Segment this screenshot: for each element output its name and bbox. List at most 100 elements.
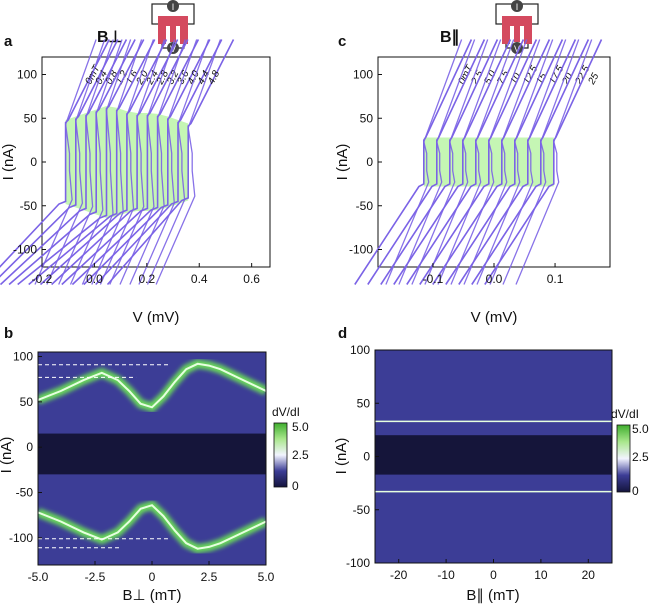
panel-a-xlabel: V (mV) [133, 309, 180, 326]
panel-b-heatmap: B⊥ (mT) I (nA) dV/dI 5.0 2.5 0 -5.0 -2.5 0… [0, 350, 309, 604]
panel-b-ytick-label: -50 [16, 485, 34, 499]
panel-a-iv-retrap-11 [146, 39, 210, 285]
panel-d-xtick-label: -10 [437, 568, 455, 582]
panel-a-iv-retrap-0 [34, 39, 97, 285]
panel-a-xtick-label: 0.2 [138, 272, 155, 286]
panel-c-iv-retrap-7 [476, 39, 554, 285]
panel-d-xtick-label: 20 [582, 568, 596, 582]
panel-c-xtick-label: 0.1 [547, 272, 564, 286]
panel-b-switching-line-0 [38, 362, 266, 409]
panel-d-colorbar-tick-min: 0 [632, 484, 639, 498]
panel-c-iv-retrap-8 [489, 39, 567, 285]
panel-c-iv-curve-5 [419, 39, 538, 285]
panel-a-iv-retrap-7 [109, 39, 166, 285]
panel-c-label: c [338, 33, 346, 50]
panel-a-iv-retrap-6 [99, 39, 155, 285]
panel-a-iv-retrap-4 [81, 39, 132, 285]
panel-c-ytick-label: 50 [360, 111, 374, 125]
panel-a-iv-curve-0 [0, 39, 110, 268]
panel-b-switching-line-1 [38, 504, 266, 550]
panel-a-iv-curve-11 [95, 39, 223, 286]
panel-d-ylabel: I (nA) [333, 438, 350, 475]
panel-c-iv-curve-2 [380, 39, 499, 285]
panel-b-ylabel: I (nA) [0, 437, 15, 474]
panel-c-iv-curve-6 [432, 39, 551, 285]
panel-a-iv-retrap-3 [69, 39, 123, 285]
panel-b-colorbar-label: dV/dI [272, 405, 300, 419]
panel-a-ytick-label: -50 [20, 199, 38, 213]
panel-b-xlabel: B⊥ (mT) [123, 587, 182, 604]
panel-b-colorbar-tick-max: 5.0 [292, 420, 309, 434]
panel-c-ytick-label: 0 [366, 155, 373, 169]
panel-a-ytick-label: 0 [30, 155, 37, 169]
panel-d-heatmap: B∥ (mT) I (nA) dV/dI 5.0 2.5 0 -20 -10 0 10… [333, 343, 649, 604]
panel-a-title: B⊥ [97, 29, 123, 46]
panel-c-iv-retrap-10 [515, 39, 593, 285]
panel-c-iv-curve-3 [393, 39, 512, 285]
svg-text:I: I [516, 2, 519, 12]
panel-a-iv-curve-4 [17, 39, 145, 286]
panel-a-iv-curve-12 [106, 39, 235, 286]
panel-c-iv-retrap-9 [502, 39, 580, 285]
panel-b-colorbar-tick-mid: 2.5 [292, 448, 309, 462]
panel-a-xtick-label: 0.6 [243, 272, 260, 286]
panel-c-series-label-10: 25 [586, 71, 602, 87]
panel-d-ytick-label: -50 [353, 503, 371, 517]
panel-c-iv-retrap-2 [411, 39, 489, 285]
panel-b-ytick-label: 0 [26, 440, 33, 454]
panel-a-iv-curve-5 [28, 39, 156, 286]
panel-c-iv-curve-7 [445, 39, 564, 285]
panel-a-iv-curve-7 [51, 39, 179, 286]
panel-c-title: B∥ [440, 29, 460, 46]
panel-b-ytick-label: -100 [9, 531, 33, 545]
panel-d-xtick-label: 0 [490, 568, 497, 582]
panel-c-iv-curve-8 [458, 39, 577, 285]
panel-d-colorbar [616, 424, 631, 493]
panel-d-zero-resistance-band [375, 435, 612, 475]
panel-d-label: d [338, 325, 347, 342]
panel-d-ytick-label: 50 [357, 396, 371, 410]
panel-c-iv-retrap-4 [437, 39, 515, 285]
panel-c-iv-curve-10 [484, 39, 603, 285]
panel-c-iv-retrap-0 [385, 39, 463, 285]
panel-c-xtick-label: 0.0 [486, 272, 503, 286]
panel-c-ylabel: I (nA) [334, 144, 351, 181]
panel-b-ytick-label: 100 [13, 350, 33, 364]
panel-b-xtick-label: 0 [149, 570, 156, 584]
panel-d-ytick-label: -100 [346, 556, 370, 570]
panel-d-ytick-label: 0 [363, 450, 370, 464]
panel-d-colorbar-tick-max: 5.0 [632, 422, 649, 436]
panel-d-colorbar-tick-mid: 2.5 [632, 450, 649, 464]
panel-b-colorbar-tick-min: 0 [292, 479, 299, 493]
panel-c-iv-curve-4 [406, 39, 525, 285]
panel-d-xlabel: B∥ (mT) [466, 587, 519, 604]
panel-a-iv-curve-10 [83, 39, 211, 286]
panel-a-iv-curve-6 [39, 39, 168, 286]
device-schematic-right: I V [495, 0, 539, 54]
panel-a-iv-curve-3 [8, 39, 136, 286]
panel-a-iv-curve-9 [71, 39, 200, 286]
panel-c-iv-curve-9 [471, 39, 590, 285]
panel-b-label: b [4, 325, 13, 342]
panel-c-xlabel: V (mV) [471, 309, 518, 326]
panel-a-iv-curve-1 [0, 39, 119, 278]
panel-c-xtick-label: -0.1 [423, 272, 444, 286]
panel-b-ytick-label: 50 [20, 395, 34, 409]
panel-a-ytick-label: -100 [13, 243, 37, 257]
panel-b-colorbar [273, 422, 288, 488]
panel-c-ytick-label: 100 [353, 68, 373, 82]
panel-a-xtick-label: 0.4 [191, 272, 208, 286]
panel-b-zero-resistance-band [38, 433, 266, 475]
panel-b-xtick-label: 5.0 [258, 570, 275, 584]
svg-text:I: I [172, 2, 175, 12]
panel-a-ytick-label: 100 [17, 68, 37, 82]
panel-c-iv-retrap-6 [463, 39, 541, 285]
panel-c-iv-retrap-3 [424, 39, 502, 285]
panel-a-iv-curves: 0mT0.40.81.21.62.02.42.83.23.64.04.44.8 … [0, 39, 271, 326]
panel-b-xtick-label: 2.5 [201, 570, 218, 584]
panel-c-ytick-label: -100 [349, 243, 373, 257]
panel-c-iv-curve-1 [367, 39, 486, 285]
